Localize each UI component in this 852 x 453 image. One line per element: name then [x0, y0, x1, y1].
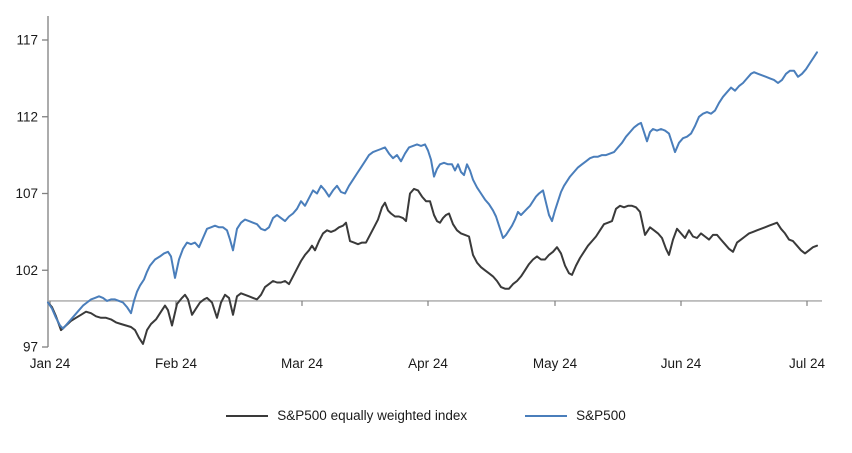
legend-item-sp500: S&P500	[525, 408, 626, 423]
y-tick-label: 112	[16, 109, 38, 124]
y-tick-label: 117	[16, 33, 38, 48]
legend-label-equal-weighted: S&P500 equally weighted index	[277, 408, 468, 423]
sp500-index-line	[47, 51, 818, 330]
price-chart-canvas: 97 102 107 112 117 Jan 24 Feb 24 Mar 24 Apr 24 Ma…	[15, 16, 826, 371]
chart-legend: S&P500 equally weighted index S&P500	[0, 408, 852, 423]
y-tick-label: 102	[15, 263, 38, 278]
legend-label-sp500: S&P500	[576, 408, 626, 423]
x-tick-label: Mar 24	[281, 356, 324, 371]
y-tick-label: 97	[23, 340, 38, 355]
equal-weighted-index-line	[47, 187, 818, 345]
legend-item-equal-weighted: S&P500 equally weighted index	[226, 408, 467, 423]
x-tick-label: Jan 24	[30, 356, 71, 371]
x-tick-label: Apr 24	[408, 356, 448, 371]
y-tick-label: 107	[15, 186, 38, 201]
sp500-line-swatch	[525, 414, 568, 417]
equal-weighted-line-swatch	[226, 414, 269, 417]
x-tick-label: Jul 24	[789, 356, 826, 371]
x-tick-label: Jun 24	[661, 356, 702, 371]
x-tick-label: May 24	[533, 356, 578, 371]
x-tick-label: Feb 24	[155, 356, 198, 371]
